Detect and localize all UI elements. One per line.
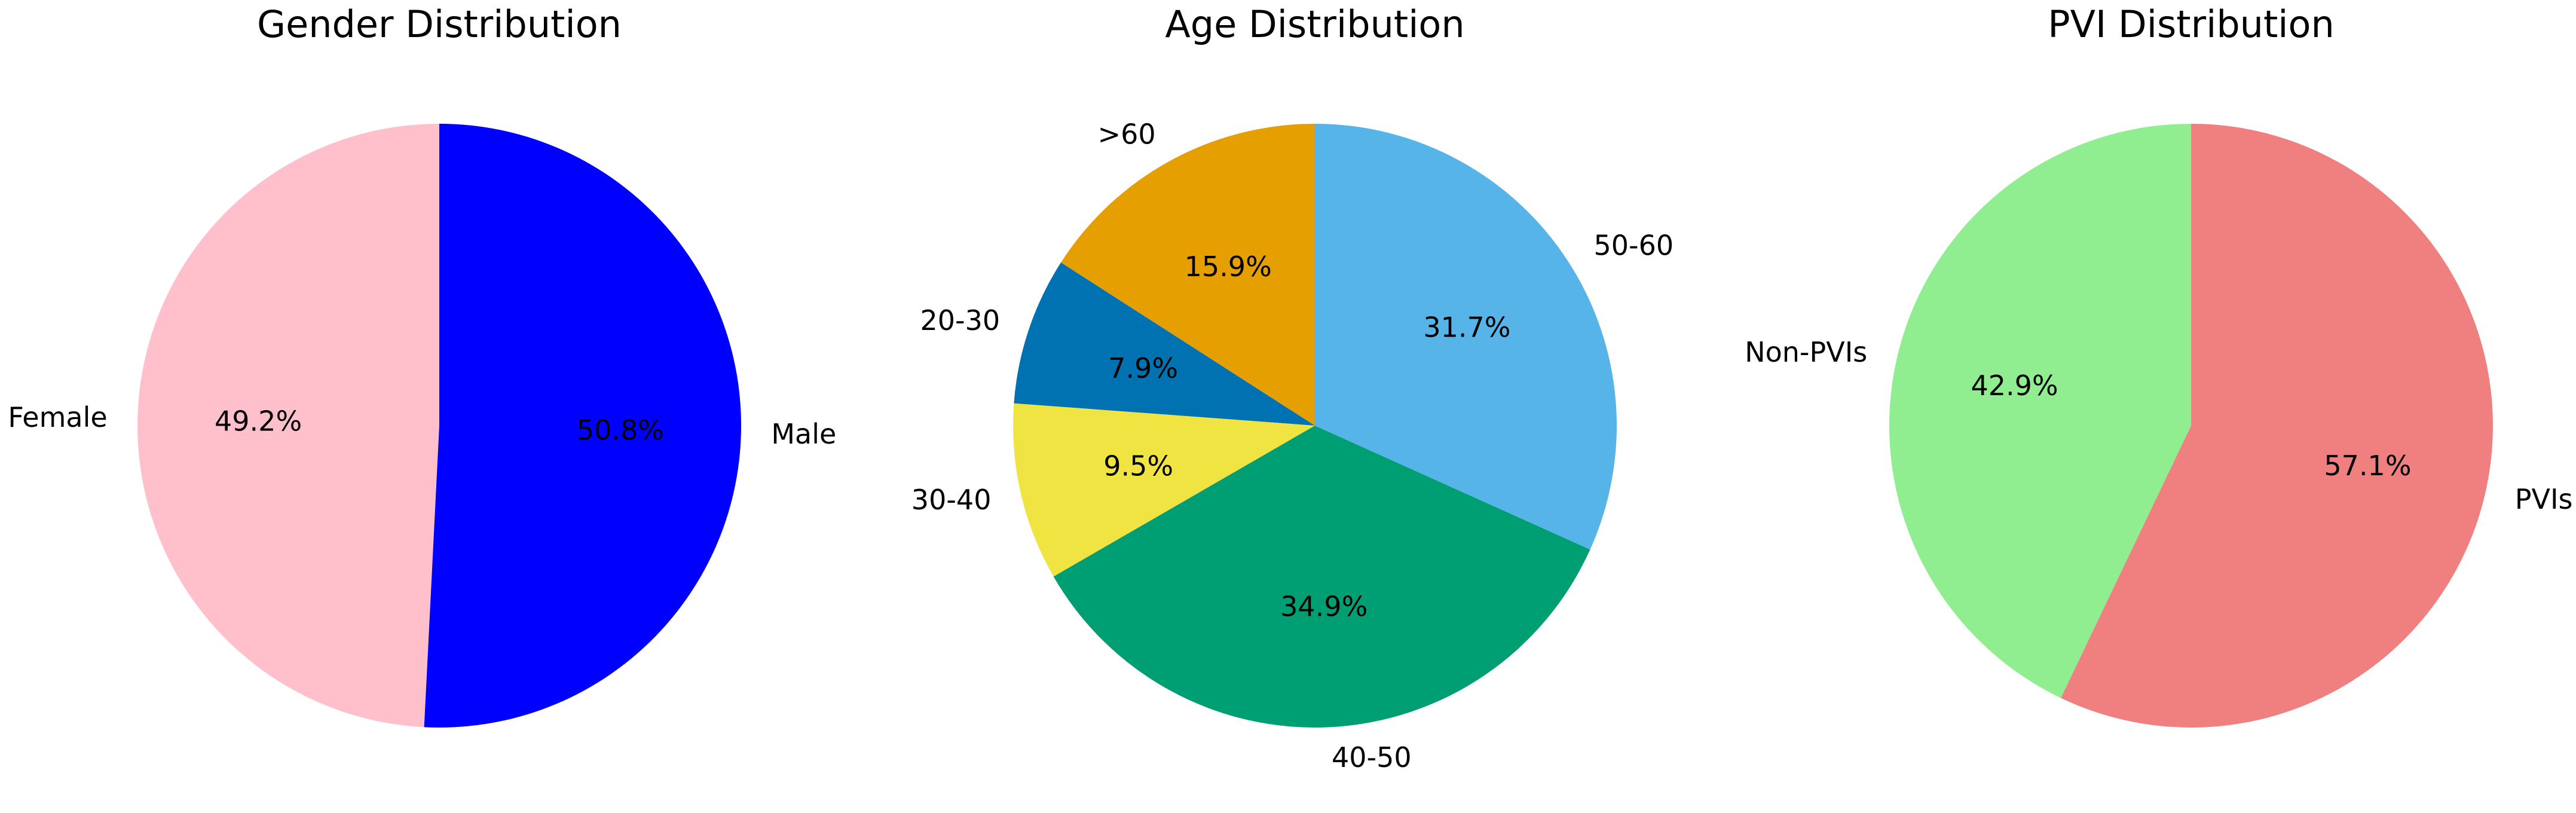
gender-chart-title: Gender Distribution xyxy=(257,2,622,46)
pvi-category-label-non-pvis: Non-PVIs xyxy=(1745,336,1867,368)
pvi-pie-chart: PVI Distribution 42.9% Non-PVIs 57.1% PVIs xyxy=(1745,2,2572,728)
age-category-label-20-30: 20-30 xyxy=(920,304,1000,337)
age-percent-label-50-60: 31.7% xyxy=(1423,311,1510,343)
gender-percent-label-male: 50.8% xyxy=(577,414,664,447)
age-percent-label-over-60: 15.9% xyxy=(1185,250,1272,283)
age-percent-label-30-40: 9.5% xyxy=(1103,450,1173,482)
age-slice-over-60 xyxy=(1061,124,1315,426)
age-category-label-over-60: >60 xyxy=(1098,118,1156,151)
age-slice-40-50 xyxy=(1053,426,1590,728)
gender-category-label-male: Male xyxy=(771,418,836,450)
age-chart-title: Age Distribution xyxy=(1165,2,1464,46)
gender-slice-female xyxy=(137,124,439,728)
age-slice-30-40 xyxy=(1013,403,1315,577)
pvi-percent-label-pvis: 57.1% xyxy=(2324,450,2411,482)
age-percent-label-40-50: 34.9% xyxy=(1280,591,1367,623)
pvi-percent-label-non-pvis: 42.9% xyxy=(1971,369,2058,402)
pvi-slice-pvis xyxy=(2061,124,2493,728)
age-pie-chart: Age Distribution 15.9% >60 7.9% 20-30 9.5% 30-… xyxy=(911,2,1674,774)
pvi-slice-non-pvis xyxy=(1889,124,2191,698)
gender-percent-label-female: 49.2% xyxy=(215,405,302,437)
age-category-label-30-40: 30-40 xyxy=(911,484,992,516)
age-category-label-40-50: 40-50 xyxy=(1332,741,1412,774)
pvi-chart-title: PVI Distribution xyxy=(2048,2,2335,46)
age-category-label-50-60: 50-60 xyxy=(1594,229,1674,261)
age-slice-50-60 xyxy=(1315,124,1617,550)
pvi-category-label-pvis: PVIs xyxy=(2515,483,2573,515)
gender-slice-male xyxy=(424,124,742,728)
gender-pie-chart: Gender Distribution 49.2% Female 50.8% Male xyxy=(8,2,836,728)
age-slice-20-30 xyxy=(1014,262,1315,426)
gender-category-label-female: Female xyxy=(8,401,107,433)
age-percent-label-20-30: 7.9% xyxy=(1108,352,1178,384)
